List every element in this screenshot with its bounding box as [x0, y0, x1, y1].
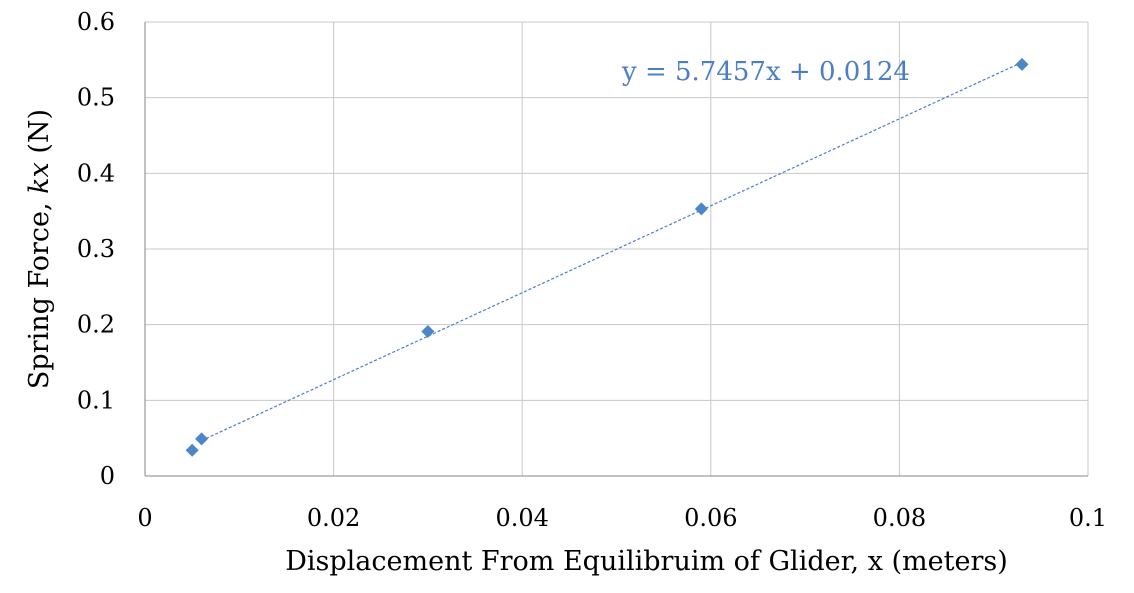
y-tick-label: 0.1 [77, 386, 115, 414]
x-tick-labels: 0 0.02 0.04 0.06 0.08 0.1 [137, 504, 1107, 532]
trendline-equation: y = 5.7457x + 0.0124 [621, 57, 910, 87]
grid [145, 21, 1089, 476]
x-tick-label: 0.04 [495, 504, 548, 532]
y-tick-label: 0.3 [77, 235, 115, 263]
y-tick-label: 0 [100, 462, 115, 490]
trendline [201, 61, 1023, 442]
y-tick-label: 0.4 [77, 159, 115, 187]
data-points [185, 57, 1029, 457]
data-point [195, 432, 209, 446]
x-tick-label: 0.06 [684, 504, 737, 532]
data-point [185, 443, 199, 457]
x-tick-label: 0 [137, 504, 152, 532]
y-axis-title-suffix: (N) [24, 109, 55, 162]
data-point [421, 324, 435, 338]
axes [144, 22, 1088, 477]
x-axis-title: Displacement From Equilibruim of Glider,… [285, 546, 1008, 577]
y-tick-label: 0.6 [77, 8, 115, 36]
trendline-group [201, 61, 1023, 442]
x-tick-label: 0.08 [873, 504, 926, 532]
y-axis-title-prefix: Spring Force, [24, 194, 55, 389]
y-tick-label: 0.5 [77, 84, 115, 112]
y-axis-title-italic: kx [24, 162, 55, 194]
data-point [1015, 57, 1029, 71]
y-tick-labels: 0 0.1 0.2 0.3 0.4 0.5 0.6 [77, 8, 115, 490]
x-tick-label: 0.1 [1069, 504, 1107, 532]
y-tick-label: 0.2 [77, 311, 115, 339]
data-point [694, 202, 708, 216]
x-tick-label: 0.02 [307, 504, 360, 532]
y-axis-title: Spring Force, kx (N) [24, 109, 55, 389]
